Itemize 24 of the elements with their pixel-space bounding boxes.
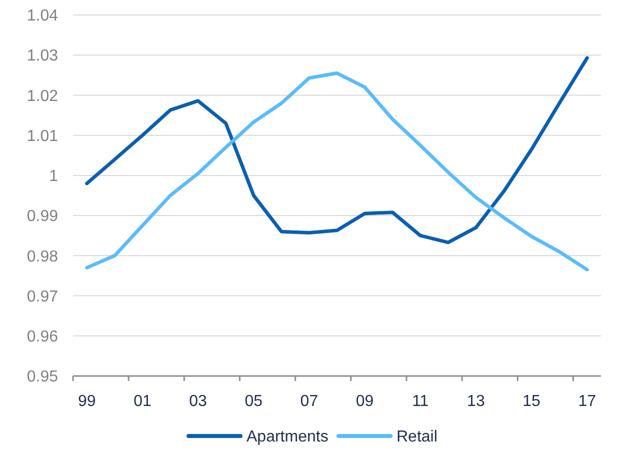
x-tick-label: 99: [78, 393, 96, 410]
x-tick-label: 05: [244, 393, 263, 410]
line-series: [85, 71, 589, 272]
y-tick-label: 0.96: [26, 328, 58, 346]
y-tick-label: 0.97: [26, 288, 58, 306]
x-tick-label: 11: [412, 393, 429, 410]
y-tick-label: 0.99: [26, 208, 58, 226]
legend-label: Retail: [396, 428, 438, 446]
x-tick-label: 03: [189, 393, 208, 410]
x-tick-label: 07: [300, 393, 318, 410]
x-tick-label: 13: [467, 393, 485, 410]
x-tick-label: 17: [578, 393, 596, 410]
y-tick-label: 1.04: [26, 8, 58, 25]
y-tick-label: 0.98: [26, 248, 58, 266]
x-tick-label: 09: [356, 393, 374, 410]
x-tick-label: 15: [522, 393, 541, 410]
x-tick-label: 01: [134, 393, 152, 410]
y-tick-label: 1.01: [26, 128, 58, 145]
y-tick-label: 1: [49, 168, 58, 186]
legend-label: Apartments: [246, 428, 328, 446]
y-tick-label: 0.95: [26, 368, 58, 386]
y-tick-label: 1.02: [26, 88, 58, 105]
line-series: [85, 56, 589, 244]
y-tick-label: 1.03: [26, 48, 58, 65]
